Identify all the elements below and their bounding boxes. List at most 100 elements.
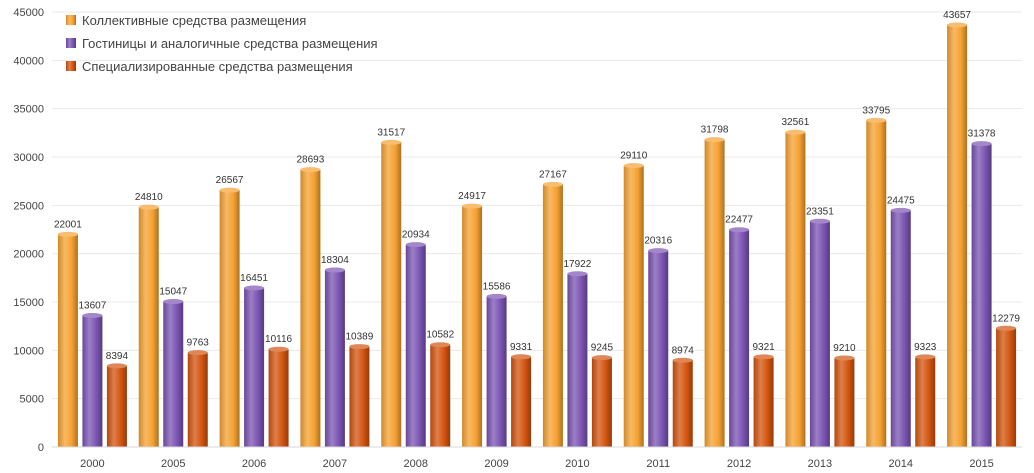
y-tick-label: 25000 xyxy=(13,200,44,212)
data-label: 24810 xyxy=(135,192,163,203)
grid xyxy=(52,11,1022,448)
bar xyxy=(623,165,644,447)
bar-cap xyxy=(486,293,507,299)
bar xyxy=(57,234,78,447)
bar xyxy=(163,301,184,447)
data-label: 24475 xyxy=(887,195,915,206)
legend-label: Коллективные средства размещения xyxy=(82,13,306,28)
data-label: 18304 xyxy=(321,255,349,266)
bar xyxy=(138,207,159,447)
bar xyxy=(542,184,563,447)
bars xyxy=(57,22,1017,448)
data-label: 10116 xyxy=(265,334,293,345)
data-label: 26567 xyxy=(216,175,244,186)
x-tick-label: 2010 xyxy=(565,458,589,470)
data-label: 9323 xyxy=(914,342,937,353)
bar-cap xyxy=(511,354,532,360)
data-label: 10582 xyxy=(426,330,454,341)
bar-cap xyxy=(542,181,563,187)
data-label: 9210 xyxy=(833,343,856,354)
data-label: 9763 xyxy=(187,338,210,349)
y-tick-label: 30000 xyxy=(13,152,44,164)
data-label: 16451 xyxy=(240,273,268,284)
legend: Коллективные средства размещения Гостиниц… xyxy=(66,13,378,74)
data-label: 20316 xyxy=(644,236,672,247)
x-tick-label: 2014 xyxy=(889,458,913,470)
bar xyxy=(82,315,103,447)
y-tick-label: 45000 xyxy=(13,7,44,19)
data-label: 23351 xyxy=(806,206,834,217)
data-label: 9331 xyxy=(510,342,533,353)
bar-cap xyxy=(405,242,426,248)
bar xyxy=(511,356,532,447)
y-tick-label: 0 xyxy=(38,442,44,454)
y-tick-label: 10000 xyxy=(13,345,44,357)
data-label: 32561 xyxy=(782,117,810,128)
bar-cap xyxy=(381,139,402,145)
x-tick-label: 2006 xyxy=(242,458,266,470)
data-label: 31798 xyxy=(701,125,729,136)
bar xyxy=(430,344,451,447)
x-axis: 2000 2005 2006 2007 2008 2009 2010 2011 2012 2013… xyxy=(52,446,1022,470)
bar-cap xyxy=(866,117,887,123)
data-label: 31517 xyxy=(377,127,405,138)
x-tick-label: 2008 xyxy=(404,458,428,470)
legend-swatch xyxy=(66,15,76,25)
data-label: 24917 xyxy=(458,191,486,202)
x-tick-label: 2000 xyxy=(80,458,104,470)
bar xyxy=(187,352,208,447)
bar-cap xyxy=(729,227,750,233)
data-labels: 22001 13607 8394 24810 15047 9763 26567 16451 10… xyxy=(54,10,1020,362)
data-label: 9321 xyxy=(752,342,775,353)
bar xyxy=(785,132,806,448)
bar-cap xyxy=(672,357,693,363)
data-label: 15586 xyxy=(483,281,511,292)
x-tick-label: 2011 xyxy=(646,458,670,470)
data-label: 12279 xyxy=(992,313,1020,324)
bar xyxy=(834,357,855,447)
bar-cap xyxy=(268,346,289,352)
bar-cap xyxy=(809,218,830,224)
data-label: 15047 xyxy=(159,287,187,298)
bar-cap xyxy=(300,167,321,173)
bar-cap xyxy=(163,299,184,305)
bar-cap xyxy=(57,231,78,237)
bar-cap xyxy=(349,344,370,350)
x-tick-label: 2007 xyxy=(323,458,347,470)
x-tick-label: 2015 xyxy=(969,458,993,470)
bar xyxy=(219,190,240,447)
bar-cap xyxy=(834,355,855,361)
legend-label: Специализированные средства размещения xyxy=(82,59,353,74)
data-label: 27167 xyxy=(539,169,567,180)
data-label: 8974 xyxy=(672,345,695,356)
data-label: 22477 xyxy=(725,215,753,226)
bar-cap xyxy=(138,204,159,210)
bar xyxy=(268,349,289,447)
y-tick-label: 20000 xyxy=(13,249,44,261)
data-label: 22001 xyxy=(54,219,82,230)
y-axis: 0 5000 10000 15000 20000 25000 30000 35000 40000… xyxy=(13,7,44,454)
x-tick-label: 2005 xyxy=(161,458,185,470)
bar xyxy=(106,365,127,447)
bar-cap xyxy=(648,248,669,254)
bar xyxy=(704,139,725,448)
data-label: 10389 xyxy=(346,332,374,343)
bar xyxy=(591,357,612,447)
bar xyxy=(462,206,483,447)
bar xyxy=(996,328,1017,447)
bar xyxy=(971,143,992,448)
data-label: 9245 xyxy=(591,343,614,354)
bar xyxy=(866,120,887,447)
x-tick-label: 2013 xyxy=(808,458,832,470)
bar xyxy=(947,24,968,448)
bar xyxy=(324,270,345,447)
bar xyxy=(300,169,321,447)
bar-cap xyxy=(785,129,806,135)
bar-cap xyxy=(996,325,1017,331)
bar xyxy=(567,273,588,447)
data-label: 20934 xyxy=(402,230,430,241)
legend-swatch xyxy=(66,38,76,48)
bar-cap xyxy=(971,141,992,147)
data-label: 28693 xyxy=(297,155,325,166)
